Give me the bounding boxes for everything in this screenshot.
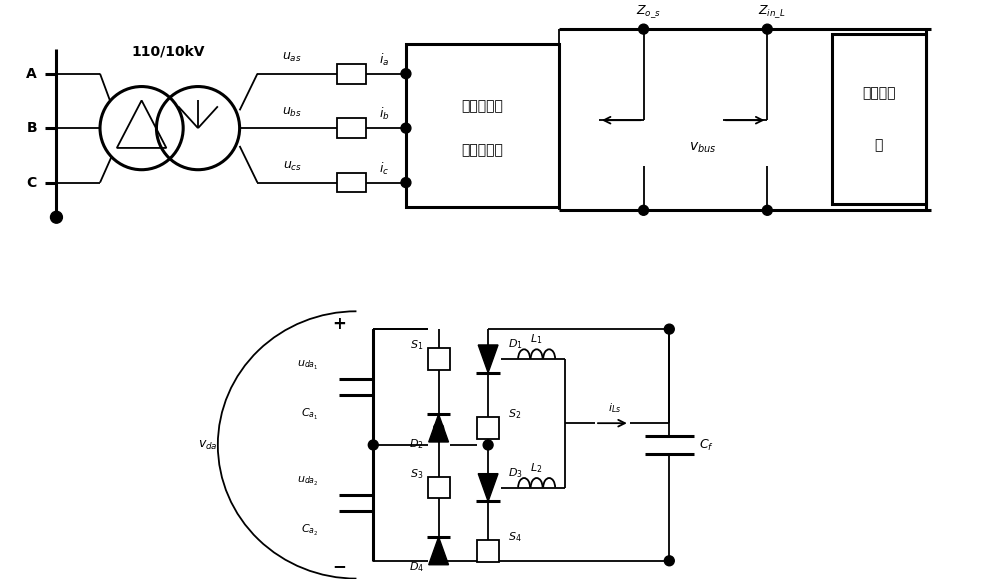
Text: $\boldsymbol{D_3}$: $\boldsymbol{D_3}$	[508, 466, 523, 480]
Circle shape	[639, 24, 649, 34]
Circle shape	[762, 205, 772, 215]
Polygon shape	[429, 537, 449, 565]
Text: $\boldsymbol{u_{da_2}}$: $\boldsymbol{u_{da_2}}$	[297, 474, 319, 488]
Text: $\boldsymbol{u_{as}}$: $\boldsymbol{u_{as}}$	[282, 51, 302, 64]
Bar	[477, 540, 499, 562]
Text: 110/10kV: 110/10kV	[132, 45, 205, 59]
Text: 模块化电力: 模块化电力	[462, 99, 504, 113]
Bar	[337, 173, 366, 193]
Text: $\boldsymbol{L_1}$: $\boldsymbol{L_1}$	[530, 332, 543, 346]
Circle shape	[664, 324, 674, 334]
Circle shape	[401, 177, 411, 187]
Text: $\boldsymbol{D_4}$: $\boldsymbol{D_4}$	[409, 560, 424, 574]
Text: $\boldsymbol{i_{Ls}}$: $\boldsymbol{i_{Ls}}$	[608, 401, 621, 415]
Text: $\boldsymbol{Z_{in\_L}}$: $\boldsymbol{Z_{in\_L}}$	[758, 3, 786, 20]
Circle shape	[434, 423, 444, 433]
Text: $\boldsymbol{L_2}$: $\boldsymbol{L_2}$	[530, 461, 543, 474]
Text: A: A	[26, 67, 37, 81]
Text: $\boldsymbol{v_{bus}}$: $\boldsymbol{v_{bus}}$	[689, 141, 717, 155]
Text: $\boldsymbol{S_3}$: $\boldsymbol{S_3}$	[410, 467, 423, 481]
Text: −: −	[333, 557, 347, 575]
Circle shape	[762, 24, 772, 34]
Text: $\boldsymbol{C_{a_2}}$: $\boldsymbol{C_{a_2}}$	[301, 523, 319, 538]
Circle shape	[483, 440, 493, 450]
Text: 负载变换: 负载变换	[862, 86, 895, 101]
Text: $\boldsymbol{S_1}$: $\boldsymbol{S_1}$	[410, 338, 423, 352]
Bar	[428, 477, 450, 498]
Text: $\boldsymbol{v_{da}}$: $\boldsymbol{v_{da}}$	[198, 438, 218, 451]
Text: $\boldsymbol{D_2}$: $\boldsymbol{D_2}$	[409, 437, 424, 451]
Text: C: C	[27, 176, 37, 190]
Polygon shape	[478, 474, 498, 501]
Text: $\boldsymbol{u_{bs}}$: $\boldsymbol{u_{bs}}$	[282, 106, 302, 119]
Circle shape	[639, 205, 649, 215]
Bar	[428, 348, 450, 369]
Text: $\boldsymbol{u_{da_1}}$: $\boldsymbol{u_{da_1}}$	[297, 358, 319, 372]
Polygon shape	[478, 345, 498, 373]
Text: $\boldsymbol{u_{cs}}$: $\boldsymbol{u_{cs}}$	[283, 160, 302, 173]
Bar	[477, 417, 499, 439]
Circle shape	[368, 440, 378, 450]
Circle shape	[401, 68, 411, 79]
Circle shape	[664, 556, 674, 566]
Bar	[337, 64, 366, 84]
Text: $\boldsymbol{i_a}$: $\boldsymbol{i_a}$	[379, 52, 389, 68]
Text: $\boldsymbol{i_c}$: $\boldsymbol{i_c}$	[379, 161, 389, 177]
Text: $\boldsymbol{Z_{o\_s}}$: $\boldsymbol{Z_{o\_s}}$	[636, 3, 661, 20]
Text: $\boldsymbol{D_1}$: $\boldsymbol{D_1}$	[508, 337, 523, 351]
Text: $\boldsymbol{i_b}$: $\boldsymbol{i_b}$	[379, 106, 389, 122]
Text: 电子变压器: 电子变压器	[462, 143, 504, 157]
Text: $\boldsymbol{C_f}$: $\boldsymbol{C_f}$	[699, 437, 714, 452]
Text: $\boldsymbol{S_4}$: $\boldsymbol{S_4}$	[508, 530, 522, 544]
Text: $\boldsymbol{C_{a_1}}$: $\boldsymbol{C_{a_1}}$	[301, 407, 319, 422]
Text: $\boldsymbol{S_2}$: $\boldsymbol{S_2}$	[508, 407, 521, 421]
Bar	[337, 118, 366, 138]
Bar	[406, 44, 559, 207]
Circle shape	[401, 123, 411, 133]
Circle shape	[51, 211, 62, 223]
Bar	[832, 34, 926, 204]
Text: B: B	[26, 121, 37, 135]
Text: +: +	[333, 315, 347, 333]
Text: 器: 器	[875, 138, 883, 152]
Polygon shape	[429, 414, 449, 442]
